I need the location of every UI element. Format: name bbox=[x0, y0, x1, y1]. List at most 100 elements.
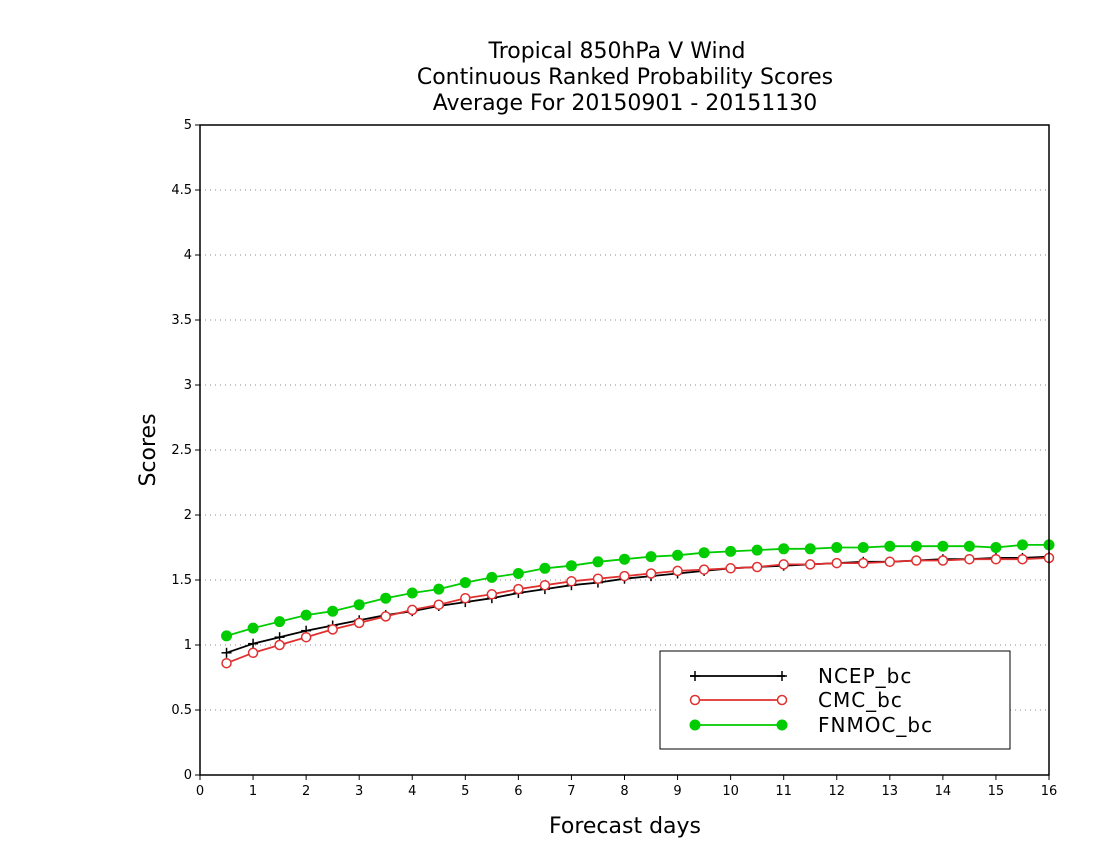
y-axis-label: Scores bbox=[136, 413, 161, 486]
data-point-cmc-bc bbox=[513, 583, 524, 595]
data-point-cmc-bc bbox=[645, 568, 657, 579]
y-tick-label: 3 bbox=[184, 378, 192, 393]
x-tick-label: 16 bbox=[1041, 784, 1058, 799]
data-point-cmc-bc bbox=[539, 579, 551, 591]
series-cmc-bc bbox=[221, 552, 1055, 669]
data-point-fnmoc-bc bbox=[831, 542, 843, 553]
data-point-cmc-bc bbox=[937, 555, 949, 566]
data-point-fnmoc-bc bbox=[778, 543, 790, 555]
x-tick-label: 10 bbox=[722, 784, 739, 799]
y-tick-label: 2.5 bbox=[171, 443, 192, 458]
data-point-fnmoc-bc bbox=[645, 551, 657, 563]
data-point-cmc-bc bbox=[858, 557, 869, 569]
data-point-cmc-bc bbox=[221, 657, 232, 669]
data-point-fnmoc-bc bbox=[380, 592, 392, 604]
x-tick-label: 15 bbox=[988, 784, 1005, 799]
chart-title-line-3: Average For 20150901 - 20151130 bbox=[433, 91, 818, 116]
data-point-cmc-bc bbox=[380, 611, 391, 622]
data-point-cmc-bc bbox=[751, 561, 763, 573]
data-point-fnmoc-bc bbox=[990, 542, 1002, 553]
x-tick-label: 13 bbox=[882, 784, 899, 799]
legend-label: FNMOC_bc bbox=[818, 713, 933, 737]
data-point-fnmoc-bc bbox=[857, 542, 869, 553]
grid-lines bbox=[200, 189, 1049, 711]
data-point-cmc-bc bbox=[698, 564, 710, 575]
data-point-fnmoc-bc bbox=[433, 583, 445, 595]
legend-entry-fnmoc-bc: FNMOC_bc bbox=[689, 713, 933, 737]
data-point-cmc-bc bbox=[274, 639, 285, 651]
x-tick-label: 14 bbox=[935, 784, 952, 799]
plot-frame bbox=[199, 124, 1050, 776]
legend-entry-ncep-bc: NCEP_bc bbox=[690, 664, 912, 688]
series-ncep-bc bbox=[221, 551, 1054, 658]
data-point-cmc-bc bbox=[327, 624, 338, 635]
data-point-fnmoc-bc bbox=[406, 587, 418, 599]
y-tick-label: 4.5 bbox=[171, 183, 192, 198]
data-point-fnmoc-bc bbox=[300, 609, 312, 621]
data-point-fnmoc-bc bbox=[459, 577, 471, 589]
legend-entry-cmc-bc: CMC_bc bbox=[689, 688, 903, 712]
data-point-fnmoc-bc bbox=[592, 556, 604, 568]
data-point-fnmoc-bc bbox=[565, 560, 577, 572]
data-point-ncep-bc bbox=[248, 638, 259, 649]
data-point-fnmoc-bc bbox=[512, 568, 524, 579]
data-point-cmc-bc bbox=[433, 599, 445, 610]
y-tick-label: 3.5 bbox=[171, 313, 192, 328]
chart-title-line-2: Continuous Ranked Probability Scores bbox=[417, 65, 833, 90]
data-point-fnmoc-bc bbox=[1016, 539, 1028, 551]
legend-label: NCEP_bc bbox=[818, 664, 912, 688]
data-point-fnmoc-bc bbox=[672, 549, 684, 561]
legend-marker-start bbox=[690, 671, 700, 681]
x-tick-label: 5 bbox=[461, 784, 469, 799]
data-point-cmc-bc bbox=[247, 647, 259, 659]
data-point-cmc-bc bbox=[1017, 553, 1028, 565]
x-axis-ticks: 0 1 2 3 4 5 6 7 8 9 10 11 12 13 14 15 16 bbox=[196, 775, 1057, 799]
x-tick-label: 2 bbox=[302, 784, 310, 799]
data-point-cmc-bc bbox=[804, 559, 816, 570]
x-tick-label: 3 bbox=[355, 784, 363, 799]
x-tick-label: 4 bbox=[408, 784, 416, 799]
chart-title: Tropical 850hPa V Wind Continuous Ranked… bbox=[417, 39, 833, 116]
legend-marker-end bbox=[776, 719, 788, 731]
data-point-fnmoc-bc bbox=[619, 553, 630, 565]
data-point-fnmoc-bc bbox=[327, 605, 339, 617]
data-point-fnmoc-bc bbox=[937, 540, 949, 552]
data-point-fnmoc-bc bbox=[698, 547, 710, 559]
series-line-ncep-bc bbox=[226, 555, 1050, 654]
series-layer bbox=[221, 539, 1055, 669]
legend-marker-start bbox=[689, 694, 701, 706]
data-point-cmc-bc bbox=[725, 563, 736, 574]
legend-label: CMC_bc bbox=[818, 688, 903, 712]
y-tick-label: 1.5 bbox=[171, 573, 192, 588]
x-tick-label: 8 bbox=[620, 784, 628, 799]
x-tick-label: 12 bbox=[828, 784, 845, 799]
x-tick-label: 6 bbox=[514, 784, 522, 799]
legend-marker-end bbox=[777, 671, 787, 681]
x-tick-label: 7 bbox=[567, 784, 575, 799]
legend-marker-start bbox=[689, 719, 701, 731]
data-point-fnmoc-bc bbox=[804, 543, 816, 555]
data-point-cmc-bc bbox=[672, 565, 683, 577]
data-point-fnmoc-bc bbox=[751, 544, 763, 556]
y-tick-label: 5 bbox=[184, 118, 192, 133]
data-point-fnmoc-bc bbox=[539, 562, 551, 574]
data-point-cmc-bc bbox=[831, 557, 842, 569]
data-point-cmc-bc bbox=[964, 553, 975, 565]
data-point-cmc-bc bbox=[990, 553, 1002, 565]
data-point-fnmoc-bc bbox=[963, 540, 975, 552]
data-point-cmc-bc bbox=[884, 556, 896, 568]
data-point-fnmoc-bc bbox=[486, 571, 498, 583]
data-point-cmc-bc bbox=[460, 592, 471, 604]
data-point-cmc-bc bbox=[619, 570, 630, 582]
x-tick-label: 1 bbox=[249, 784, 257, 799]
data-point-cmc-bc bbox=[486, 589, 498, 600]
x-tick-label: 11 bbox=[775, 784, 792, 799]
legend-marker-end bbox=[776, 694, 788, 706]
data-point-fnmoc-bc bbox=[221, 630, 233, 642]
series-line-cmc-bc bbox=[226, 557, 1050, 665]
y-tick-label: 0.5 bbox=[171, 703, 192, 718]
data-point-fnmoc-bc bbox=[274, 616, 286, 628]
data-point-fnmoc-bc bbox=[725, 545, 737, 557]
y-tick-label: 2 bbox=[184, 508, 192, 523]
